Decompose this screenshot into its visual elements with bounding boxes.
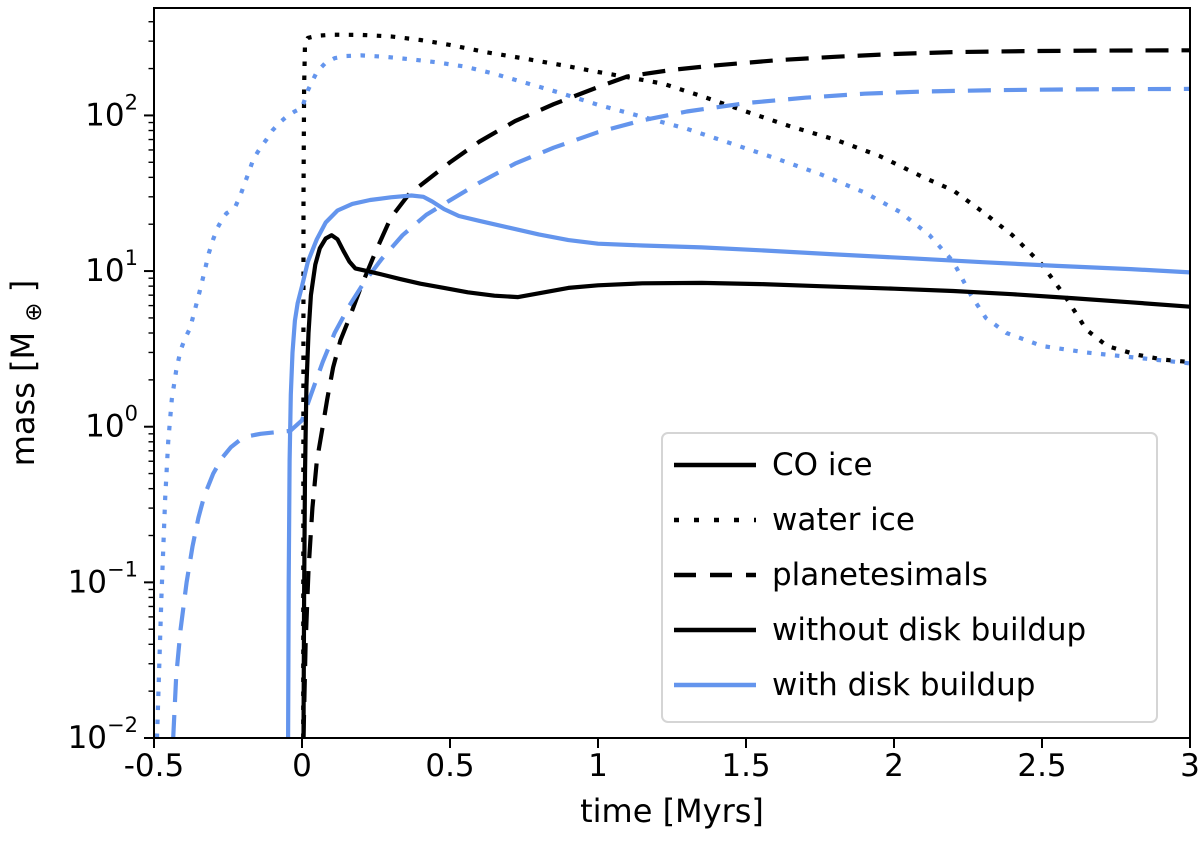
legend: CO ice water ice planetesimals without disk… xyxy=(661,432,1158,723)
x-tick-label: 2 xyxy=(884,748,904,784)
series-planetesimals-with-disk-buildup xyxy=(171,86,1190,738)
x-tick-label: -0.5 xyxy=(124,748,185,784)
series-water-ice-without-disk-buildup xyxy=(301,32,1190,738)
y-tick-label: 10−1 xyxy=(68,557,138,600)
x-tick-label: 1 xyxy=(588,748,608,784)
y-axis-label-text: mass [M xyxy=(4,332,42,466)
y-tick-label: 100 xyxy=(85,402,138,445)
x-axis-label: time [Myrs] xyxy=(580,792,764,830)
x-tick-label: 0.5 xyxy=(425,748,474,784)
y-axis-label: mass [M ⊕ ] xyxy=(4,280,49,467)
legend-item-label: water ice xyxy=(772,502,915,538)
earth-symbol: ⊕ xyxy=(21,302,47,321)
series-water-ice-with-disk-buildup xyxy=(154,53,1190,738)
series-planetesimals-without-disk-buildup xyxy=(301,48,1190,738)
legend-item-label: planetesimals xyxy=(772,557,988,593)
x-tick-label: 3 xyxy=(1180,748,1200,784)
series-layer xyxy=(154,32,1190,738)
axes-layer: -0.5 0 0.5 1 1.5 2 2.5 3 102 101 100 10−1 10−2 xyxy=(68,7,1200,784)
y-axis-label-bracket: ] xyxy=(4,280,42,292)
legend-item-label: with disk buildup xyxy=(772,667,1035,703)
y-tick-label: 101 xyxy=(85,246,138,289)
x-tick-label: 2.5 xyxy=(1017,748,1066,784)
x-tick-label: 1.5 xyxy=(721,748,770,784)
legend-item-label: CO ice xyxy=(772,447,873,483)
axes-spines xyxy=(153,7,1191,739)
series-co-ice-without-disk-buildup xyxy=(301,233,1190,738)
y-tick-label: 10−2 xyxy=(68,713,138,756)
legend-box xyxy=(661,432,1158,723)
series-co-ice-with-disk-buildup xyxy=(286,193,1190,738)
legend-item-label: without disk buildup xyxy=(772,612,1086,648)
x-tick-label: 0 xyxy=(292,748,312,784)
y-tick-label: 102 xyxy=(85,90,138,133)
